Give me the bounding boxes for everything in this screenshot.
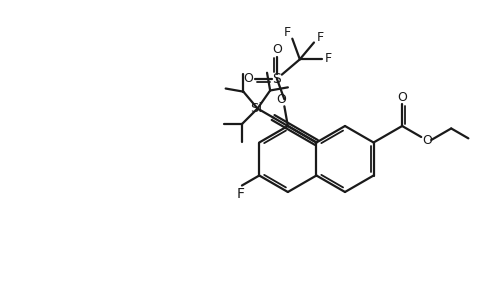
Text: F: F: [284, 26, 291, 39]
Text: O: O: [397, 91, 407, 103]
Text: F: F: [316, 31, 324, 44]
Text: F: F: [324, 52, 332, 65]
Text: F: F: [237, 186, 245, 200]
Text: O: O: [422, 134, 432, 146]
Text: Si: Si: [250, 102, 262, 115]
Text: S: S: [272, 72, 281, 86]
Text: O: O: [276, 93, 286, 106]
Text: O: O: [272, 43, 282, 56]
Text: O: O: [243, 72, 253, 85]
